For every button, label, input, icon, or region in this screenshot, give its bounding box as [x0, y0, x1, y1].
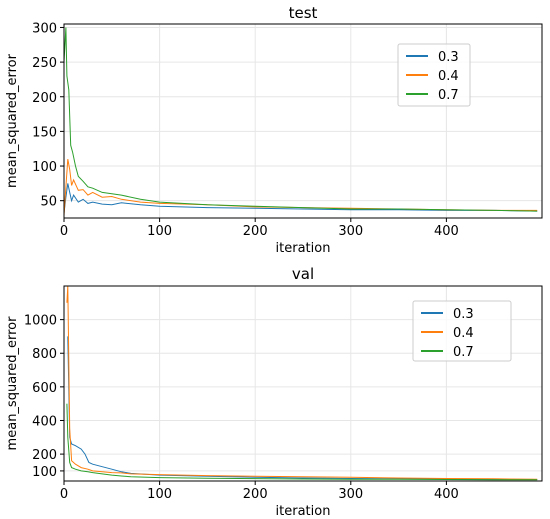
x-tick-label: 400 [434, 487, 459, 502]
y-tick-label: 200 [32, 448, 57, 463]
x-tick-label: 100 [147, 224, 172, 239]
x-tick-label: 300 [338, 487, 363, 502]
legend: 0.3 0.4 0.7 [412, 300, 512, 362]
grid [63, 286, 542, 481]
legend-label: 0.7 [438, 88, 459, 103]
chart-panel-test: 0 100 200 300 400 50 100 150 200 250 300 test iterat… [5, 4, 543, 256]
y-tick-label: 100 [32, 160, 57, 175]
y-tick-label: 150 [32, 125, 57, 140]
y-tick-label: 100 [32, 465, 57, 480]
y-tick-label: 800 [32, 347, 57, 362]
x-tick-label: 400 [434, 224, 459, 239]
y-axis-label: mean_squared_error [5, 316, 20, 451]
legend: 0.3 0.4 0.7 [397, 43, 471, 107]
x-tick-label: 100 [147, 487, 172, 502]
legend-box [397, 43, 471, 107]
y-tick-label: 400 [32, 414, 57, 429]
y-tick-label: 50 [40, 195, 57, 210]
x-axis-label: iteration [276, 504, 331, 519]
x-tick-label: 200 [243, 224, 268, 239]
x-tick-label: 200 [243, 487, 268, 502]
plot-frame [63, 285, 543, 482]
legend-label: 0.7 [453, 345, 474, 360]
y-tick-label: 200 [32, 91, 57, 106]
legend-label: 0.3 [453, 307, 474, 322]
series-group [66, 286, 538, 481]
series-group [64, 27, 538, 216]
plot-frame [63, 23, 543, 219]
x-tick-label: 0 [60, 224, 68, 239]
y-tick-label: 1000 [24, 314, 57, 329]
legend-label: 0.4 [438, 69, 459, 84]
series-line-0.7 [66, 403, 538, 481]
y-tick-label: 250 [32, 56, 57, 71]
series-line-0.7 [64, 27, 538, 212]
legend-label: 0.4 [453, 326, 474, 341]
x-tick-label: 300 [338, 224, 363, 239]
chart-title: val [292, 265, 314, 283]
legend-label: 0.3 [438, 50, 459, 65]
series-line-0.4 [66, 286, 538, 480]
x-tick-label: 0 [60, 487, 68, 502]
chart-panel-val: 0 100 200 300 4001002004006008001000valitera… [5, 265, 543, 519]
x-axis-label: iteration [276, 241, 331, 256]
y-tick-label: 300 [32, 21, 57, 36]
y-tick-label: 600 [32, 381, 57, 396]
legend-box [412, 300, 512, 362]
series-line-0.3 [67, 336, 538, 480]
series-line-0.3 [64, 183, 538, 214]
y-axis-label: mean_squared_error [5, 53, 20, 188]
chart-title: test [289, 4, 318, 22]
